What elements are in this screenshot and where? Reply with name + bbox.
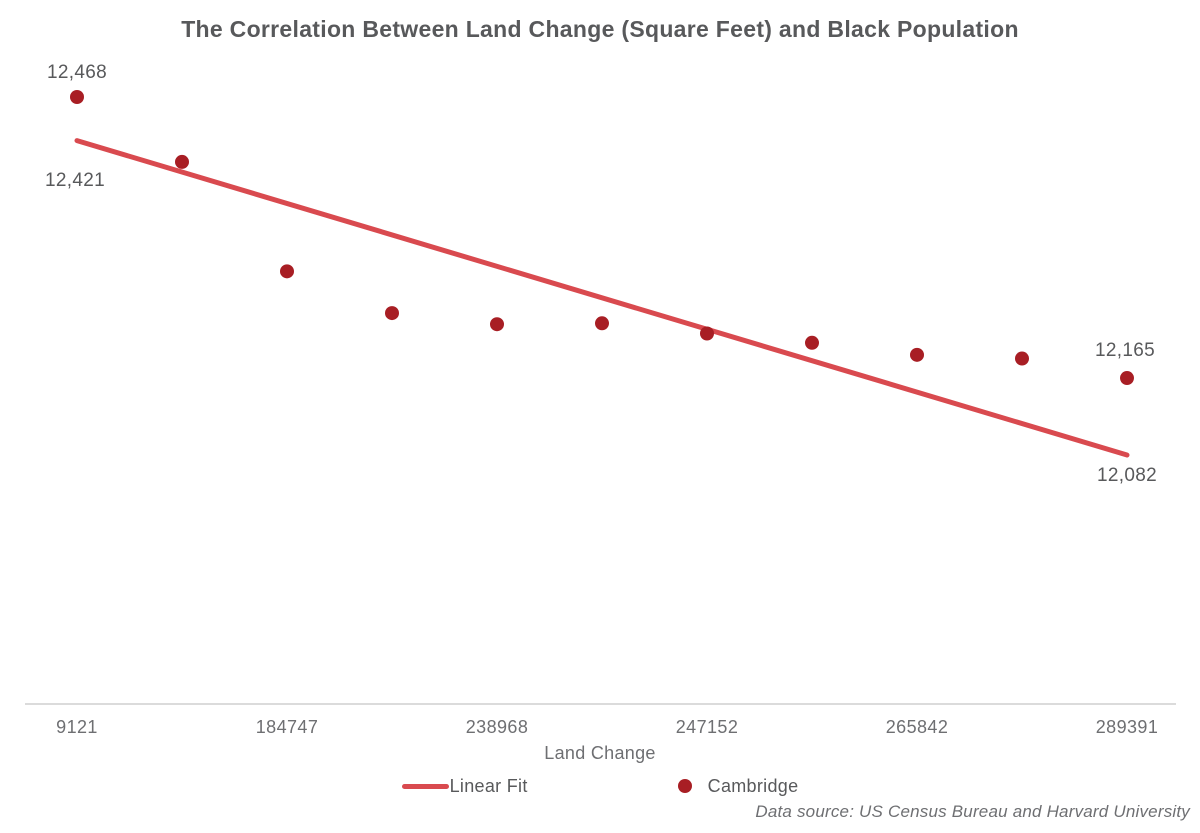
data-point-cambridge[interactable]	[700, 326, 714, 341]
fit-start-value-label: 12,421	[45, 169, 105, 191]
x-tick-label: 184747	[255, 717, 319, 737]
x-axis-line	[25, 703, 1176, 705]
chart-title: The Correlation Between Land Change (Squ…	[181, 16, 1019, 42]
x-tick-label: 247152	[675, 717, 739, 737]
legend-label-cambridge: Cambridge	[707, 775, 799, 796]
data-point-cambridge[interactable]	[280, 264, 294, 279]
legend-item-linear-fit[interactable]: Linear Fit	[401, 775, 528, 797]
data-point-cambridge[interactable]	[1015, 351, 1029, 366]
fit-end-value-label: 12,082	[1097, 465, 1157, 486]
x-tick-label: 265842	[885, 717, 949, 737]
cambridge-swatch	[677, 779, 692, 793]
legend: Linear Fit Cambridge	[0, 773, 1200, 799]
legend-item-cambridge[interactable]: Cambridge	[677, 775, 799, 797]
x-tick-label: 238968	[465, 717, 529, 737]
data-point-cambridge[interactable]	[1120, 371, 1134, 386]
x-axis-title: Land Change	[544, 743, 656, 763]
linear-fit-line	[74, 138, 1130, 458]
linear-fit-swatch	[401, 783, 449, 789]
x-tick-label: 9121	[56, 717, 98, 737]
last-point-value-label: 12,165	[1095, 340, 1155, 362]
first-point-value-label: 12,468	[47, 62, 107, 83]
legend-label-linear-fit: Linear Fit	[449, 775, 528, 796]
x-axis-tick-labels: 9121 184747 238968 247152 265842 289391	[0, 717, 1200, 741]
data-point-cambridge[interactable]	[70, 90, 84, 104]
data-point-cambridge[interactable]	[385, 306, 399, 321]
data-point-cambridge[interactable]	[175, 154, 189, 169]
data-point-cambridge[interactable]	[805, 335, 819, 350]
data-source-note: Data source: US Census Bureau and Harvar…	[755, 802, 1190, 821]
data-point-cambridge[interactable]	[910, 347, 924, 362]
data-point-cambridge[interactable]	[595, 316, 609, 331]
x-tick-label: 289391	[1095, 717, 1159, 737]
data-point-cambridge[interactable]	[490, 317, 504, 332]
